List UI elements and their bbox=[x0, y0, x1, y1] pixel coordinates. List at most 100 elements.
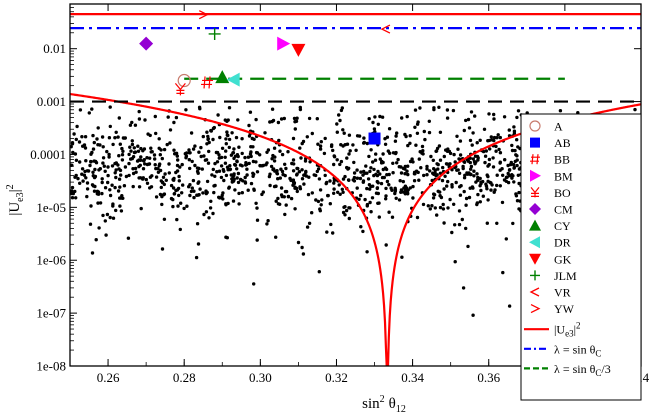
scatter-point bbox=[431, 196, 436, 200]
scatter-point bbox=[298, 185, 302, 189]
scatter-point bbox=[446, 206, 450, 210]
scatter-point bbox=[433, 171, 437, 175]
scatter-point bbox=[372, 127, 377, 131]
scatter-point bbox=[510, 173, 514, 177]
scatter-point bbox=[381, 152, 385, 156]
scatter-point bbox=[200, 167, 204, 171]
scatter-point bbox=[446, 179, 450, 184]
scatter-point bbox=[317, 177, 322, 181]
scatter-point bbox=[163, 172, 167, 176]
scatter-point bbox=[308, 160, 312, 164]
scatter-point bbox=[134, 170, 138, 174]
y-tick-label: 1e-07 bbox=[36, 306, 66, 321]
scatter-point bbox=[89, 204, 93, 208]
scatter-point bbox=[515, 163, 519, 168]
scatter-point bbox=[471, 186, 475, 190]
scatter-point bbox=[187, 151, 192, 155]
scatter-point bbox=[154, 166, 158, 171]
scatter-point bbox=[292, 181, 297, 185]
scatter-point bbox=[377, 201, 381, 205]
scatter-point bbox=[293, 127, 297, 131]
scatter-point bbox=[118, 142, 123, 146]
scatter-point bbox=[148, 175, 153, 179]
scatter-point bbox=[265, 161, 269, 165]
scatter-point bbox=[355, 186, 359, 190]
scatter-point bbox=[158, 162, 162, 166]
scatter-point bbox=[89, 152, 93, 156]
scatter-point bbox=[393, 139, 398, 143]
scatter-point bbox=[315, 169, 319, 174]
scatter-point bbox=[464, 196, 469, 201]
scatter-point bbox=[371, 120, 375, 125]
scatter-point bbox=[462, 189, 466, 194]
scatter-point bbox=[84, 176, 88, 180]
scatter-point bbox=[137, 117, 142, 121]
scatter-point bbox=[272, 146, 277, 150]
scatter-point bbox=[194, 255, 199, 260]
scatter-point bbox=[276, 196, 280, 201]
x-tick-label: 0.30 bbox=[249, 370, 272, 385]
scatter-point bbox=[498, 161, 502, 165]
scatter-point bbox=[187, 185, 191, 189]
scatter-point bbox=[187, 158, 191, 162]
scatter-point bbox=[478, 200, 482, 204]
scatter-point bbox=[299, 156, 303, 160]
scatter-point bbox=[162, 217, 167, 221]
scatter-point bbox=[254, 201, 258, 205]
scatter-point bbox=[224, 137, 228, 141]
scatter-point bbox=[346, 167, 350, 171]
scatter-point bbox=[88, 222, 93, 226]
scatter-point bbox=[457, 209, 462, 213]
x-axis-title-theta: θ bbox=[389, 396, 396, 412]
scatter-point bbox=[174, 188, 178, 193]
scatter-point bbox=[252, 187, 256, 191]
scatter-point bbox=[486, 139, 490, 143]
scatter-point bbox=[91, 184, 96, 188]
scatter-point bbox=[359, 170, 363, 174]
legend-label-bo: BO bbox=[554, 186, 571, 200]
x-axis-title-base: sin bbox=[362, 396, 380, 412]
scatter-point bbox=[261, 163, 265, 168]
scatter-point bbox=[189, 131, 194, 135]
scatter-point bbox=[516, 145, 520, 149]
scatter-point bbox=[117, 154, 121, 158]
legend: A AB BB BM BO CM CY DR GK JLM VR YW |Ue3|2 λ = sin θ… bbox=[520, 113, 642, 401]
scatter-point bbox=[473, 114, 477, 118]
scatter-point bbox=[282, 195, 286, 199]
scatter-point bbox=[70, 196, 75, 200]
scatter-point bbox=[429, 154, 433, 159]
scatter-point bbox=[314, 198, 318, 202]
scatter-point bbox=[312, 173, 316, 177]
scatter-point bbox=[305, 225, 310, 229]
scatter-point bbox=[438, 190, 442, 194]
scatter-point bbox=[89, 160, 93, 164]
scatter-point bbox=[431, 158, 435, 162]
legend-label-vr: VR bbox=[554, 286, 571, 300]
scatter-point bbox=[80, 167, 85, 171]
scatter-point bbox=[310, 191, 314, 195]
scatter-point bbox=[481, 194, 485, 198]
scatter-point bbox=[110, 183, 114, 187]
scatter-point bbox=[384, 194, 388, 198]
scatter-point bbox=[396, 157, 400, 162]
scatter-point bbox=[220, 146, 225, 150]
scatter-point bbox=[491, 156, 495, 160]
scatter-point bbox=[433, 206, 437, 210]
scatter-point bbox=[94, 238, 98, 242]
scatter-point bbox=[113, 171, 117, 175]
scatter-point bbox=[319, 203, 323, 207]
scatter-point bbox=[498, 184, 502, 188]
scatter-point bbox=[175, 217, 179, 222]
scatter-point bbox=[201, 191, 205, 195]
scatter-point bbox=[406, 188, 410, 192]
scatter-point bbox=[432, 106, 436, 110]
scatter-point bbox=[390, 215, 395, 219]
marker-bb bbox=[201, 76, 214, 89]
scatter-point bbox=[116, 189, 121, 193]
scatter-point bbox=[198, 187, 202, 191]
scatter-point bbox=[374, 191, 379, 195]
scatter-point bbox=[177, 179, 181, 183]
scatter-point bbox=[472, 174, 476, 178]
scatter-point bbox=[339, 159, 344, 164]
scatter-point bbox=[343, 174, 347, 179]
